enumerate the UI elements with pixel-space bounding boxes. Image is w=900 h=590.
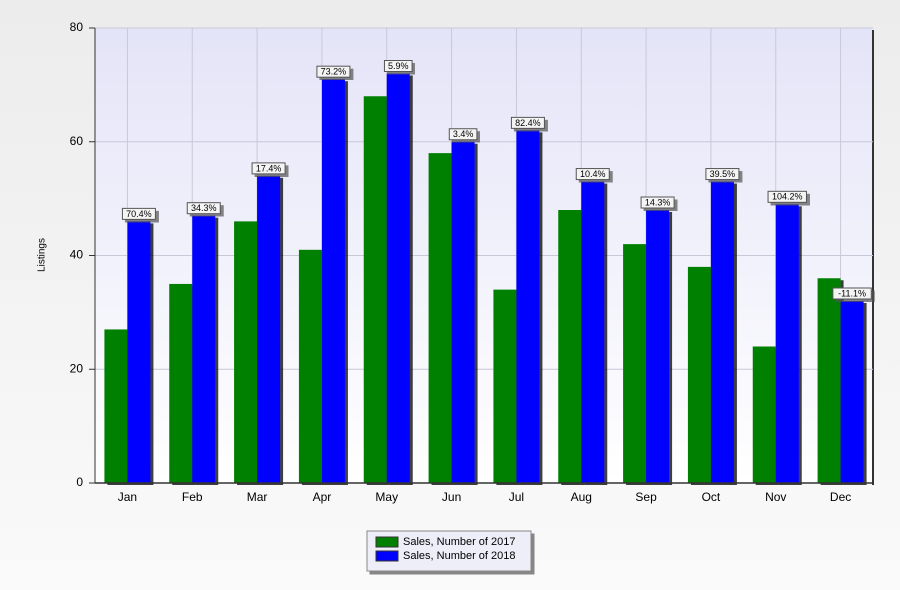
- bar: [646, 210, 670, 483]
- x-tick-label: Sep: [635, 490, 657, 504]
- change-label-box: [767, 190, 807, 203]
- legend-box: [366, 530, 532, 572]
- change-label: 34.3%: [191, 203, 217, 213]
- y-tick-label: 0: [76, 475, 83, 489]
- bar: [298, 249, 322, 483]
- change-label: 14.3%: [645, 197, 671, 207]
- change-label: 70.4%: [126, 209, 152, 219]
- change-label-box: [316, 65, 351, 78]
- change-label-box: [575, 168, 610, 181]
- bar: [234, 221, 258, 483]
- legend-label: Sales, Number of 2017: [403, 536, 516, 548]
- change-label-box: [832, 287, 872, 300]
- change-label-box: [121, 207, 156, 220]
- bar: [192, 215, 216, 483]
- bar: [169, 283, 193, 483]
- bar: [710, 181, 734, 483]
- change-label: 5.9%: [388, 61, 409, 71]
- x-tick-label: Nov: [765, 490, 786, 504]
- bar: [687, 266, 711, 483]
- y-tick-label: 60: [70, 134, 84, 148]
- bar: [623, 244, 647, 483]
- bar: [775, 204, 799, 483]
- bar: [516, 130, 540, 483]
- change-label: 104.2%: [772, 192, 803, 202]
- change-label: 82.4%: [515, 118, 541, 128]
- bar: [493, 289, 517, 483]
- y-tick-label: 80: [70, 20, 84, 34]
- change-label: 39.5%: [710, 169, 736, 179]
- x-tick-label: Jan: [118, 490, 137, 504]
- x-tick-label: Jul: [509, 490, 524, 504]
- bar: [428, 153, 452, 483]
- y-axis-label: Listings: [37, 238, 48, 272]
- change-label: 17.4%: [256, 163, 282, 173]
- y-tick-label: 40: [70, 248, 84, 262]
- x-tick-label: Mar: [247, 490, 268, 504]
- x-tick-label: Jun: [442, 490, 461, 504]
- legend: [366, 530, 532, 572]
- bar: [752, 346, 776, 483]
- x-tick-label: Feb: [182, 490, 203, 504]
- bar: [257, 175, 281, 483]
- bar: [581, 181, 605, 483]
- legend-swatch: [375, 550, 399, 562]
- change-label: 73.2%: [321, 67, 347, 77]
- y-tick-label: 20: [70, 361, 84, 375]
- bar: [558, 210, 582, 483]
- bar: [127, 221, 151, 483]
- change-label-box: [186, 202, 221, 215]
- legend-label: Sales, Number of 2018: [403, 550, 516, 562]
- change-label-box: [510, 116, 545, 129]
- change-label-box: [251, 162, 286, 175]
- change-label-box: [705, 168, 740, 181]
- x-tick-label: Oct: [702, 490, 721, 504]
- change-label-box: [448, 128, 478, 141]
- x-tick-label: May: [375, 490, 398, 504]
- change-label: 10.4%: [580, 169, 606, 179]
- bar: [363, 96, 387, 483]
- bar: [451, 141, 475, 483]
- bar: [104, 329, 128, 483]
- x-tick-label: Dec: [830, 490, 851, 504]
- change-label-box: [383, 60, 413, 72]
- change-label-box: [640, 196, 675, 209]
- x-tick-label: Aug: [571, 490, 592, 504]
- change-label: 3.4%: [453, 129, 474, 139]
- bar: [321, 79, 345, 483]
- bar: [840, 301, 864, 483]
- bar: [386, 73, 410, 483]
- change-label: -11.1%: [838, 288, 866, 298]
- bar: [817, 278, 841, 483]
- legend-swatch: [375, 536, 399, 548]
- x-tick-label: Apr: [313, 490, 332, 504]
